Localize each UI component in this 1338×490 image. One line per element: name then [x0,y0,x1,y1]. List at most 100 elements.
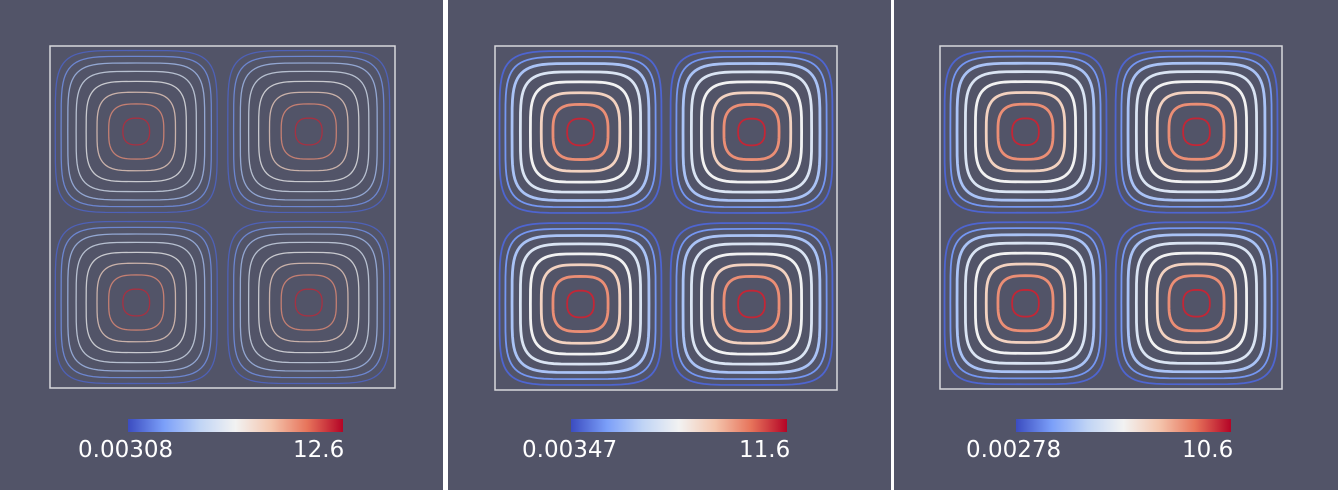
streamline [710,263,793,345]
streamline [75,241,198,364]
streamline-plot [49,45,396,389]
streamline [510,234,651,374]
streamline [949,227,1102,380]
vortex-cell [54,49,218,214]
streamline [1182,288,1211,318]
streamline [294,117,323,146]
streamline [722,103,781,161]
domain-frame [49,45,396,389]
streamline [539,91,622,173]
streamline [1120,227,1273,380]
streamline [122,117,151,146]
streamline [54,49,218,214]
streamline [1167,274,1226,333]
streamline [498,222,663,386]
streamline [1114,49,1279,214]
streamline [528,252,633,356]
vortex-cell [498,50,663,214]
streamline [257,251,360,354]
streamline [1120,55,1273,208]
streamline [551,103,610,161]
vortex-cell [227,49,391,214]
streamline [239,62,378,201]
streamline [737,117,766,147]
streamline [710,91,793,173]
streamline [96,91,177,172]
streamline [963,70,1088,194]
streamline [504,55,657,209]
streamline [510,62,651,202]
streamline [232,226,385,379]
vortex-cell [669,50,834,214]
streamline [280,274,337,331]
streamline [996,274,1055,333]
streamline [108,103,165,160]
domain-frame [939,45,1283,390]
streamline [227,49,391,214]
domain-frame [494,45,838,391]
streamline [963,241,1088,365]
vortex-cell [227,220,391,385]
streamline [722,275,781,333]
streamline [60,55,213,208]
colorbar-max-label: 11.6 [739,437,791,463]
streamline [294,288,323,317]
streamline [689,242,814,366]
colorbar-max-label: 12.6 [293,437,345,463]
streamline [1155,91,1238,173]
streamline [239,233,378,372]
colorbar-max-label: 10.6 [1182,437,1234,463]
colorbar-min-label: 0.00347 [522,437,618,463]
streamline [984,262,1067,344]
streamline [67,62,206,201]
streamline [699,252,804,356]
streamline [247,241,370,364]
streamline [984,91,1067,173]
vortex-cell [1114,49,1279,214]
streamline-panel-2: 0.00347 11.6 [448,0,891,490]
streamline [737,289,766,319]
streamline [1144,80,1249,184]
streamline [528,80,633,184]
streamline [681,234,822,374]
streamline [1126,233,1267,374]
streamline [67,233,206,372]
colorbar [1016,419,1231,432]
colorbar-min-label: 0.00308 [78,437,174,463]
streamline [955,233,1096,374]
streamline [1114,221,1279,386]
streamline [504,227,657,381]
streamline [60,226,213,379]
streamline [973,251,1078,355]
streamline-plot [494,45,838,391]
streamline [247,70,370,193]
streamline [566,289,595,319]
streamline [996,102,1055,161]
streamline [268,262,349,343]
streamline [955,61,1096,202]
streamline [518,70,643,194]
streamline [1134,70,1259,194]
streamline [1011,288,1040,318]
streamline [1011,117,1040,147]
streamline [943,49,1108,214]
streamline [75,70,198,193]
streamline [108,274,165,331]
streamline [551,275,610,333]
streamline [675,227,828,381]
streamline [1144,251,1249,355]
streamline [675,55,828,209]
streamline [1134,241,1259,365]
streamline [949,55,1102,208]
streamline [1155,262,1238,344]
vortex-cell [498,222,663,386]
streamline [566,117,595,147]
streamline-panel-3: 0.00278 10.6 [894,0,1338,490]
vortex-cell [1114,221,1279,386]
streamline [1167,102,1226,161]
colorbar [571,419,787,432]
streamline [85,251,188,354]
streamline [689,70,814,194]
streamline [498,50,663,214]
